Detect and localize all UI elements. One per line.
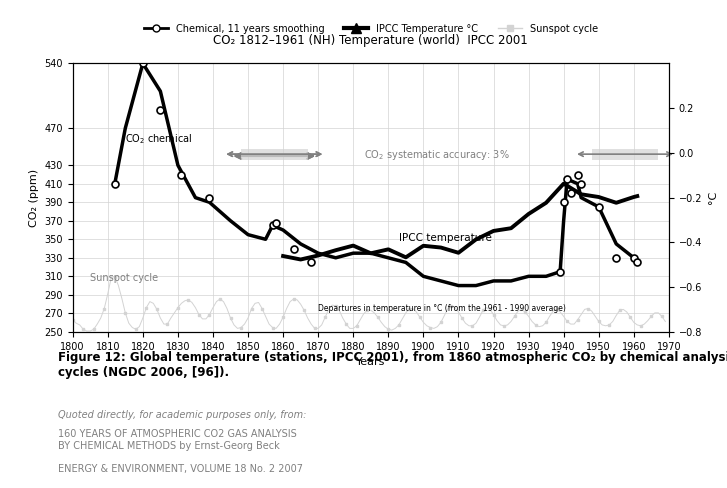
Text: ENERGY & ENVIRONMENT, VOLUME 18 No. 2 2007: ENERGY & ENVIRONMENT, VOLUME 18 No. 2 20…: [58, 464, 303, 473]
Legend: Chemical, 11 years smoothing, IPCC Temperature °C, Sunspot cycle: Chemical, 11 years smoothing, IPCC Tempe…: [140, 20, 602, 38]
Text: CO$_2$ chemical: CO$_2$ chemical: [125, 132, 193, 146]
FancyArrowPatch shape: [236, 153, 313, 159]
Text: Sunspot cycle: Sunspot cycle: [90, 273, 158, 283]
Y-axis label: CO₂ (ppm): CO₂ (ppm): [29, 168, 39, 227]
Title: CO₂ 1812–1961 (NH) Temperature (world)  IPCC 2001: CO₂ 1812–1961 (NH) Temperature (world) I…: [214, 34, 528, 47]
X-axis label: Years: Years: [356, 357, 385, 367]
Text: Quoted directly, for academic purposes only, from:: Quoted directly, for academic purposes o…: [58, 410, 307, 420]
Y-axis label: °C: °C: [707, 191, 718, 204]
Text: Departures in temperature in °C (from the 1961 - 1990 average): Departures in temperature in °C (from th…: [318, 305, 566, 313]
Text: Figure 12: Global temperature (stations, IPCC 2001), from 1860 atmospheric CO₂ b: Figure 12: Global temperature (stations,…: [58, 351, 727, 379]
Text: IPCC temperature: IPCC temperature: [399, 233, 491, 243]
Bar: [592, 148, 659, 160]
Text: 160 YEARS OF ATMOSPHERIC CO2 GAS ANALYSIS
BY CHEMICAL METHODS by Ernst-Georg Bec: 160 YEARS OF ATMOSPHERIC CO2 GAS ANALYSI…: [58, 429, 297, 451]
Bar: [241, 148, 308, 160]
Text: CO$_2$ systematic accuracy: 3%: CO$_2$ systematic accuracy: 3%: [364, 148, 510, 162]
